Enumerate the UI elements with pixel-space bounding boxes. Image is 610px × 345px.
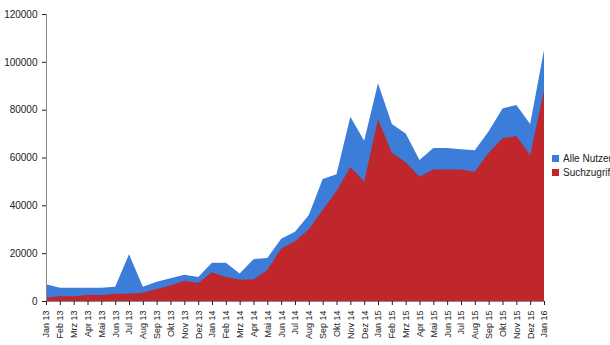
svg-text:0: 0	[32, 296, 38, 307]
svg-text:Jan 13: Jan 13	[41, 311, 51, 338]
svg-text:Okt 15: Okt 15	[498, 311, 508, 338]
svg-text:Jun 15: Jun 15	[443, 311, 453, 338]
svg-text:Mrz 15: Mrz 15	[401, 311, 411, 339]
svg-text:100000: 100000	[4, 57, 38, 68]
svg-text:Dez 15: Dez 15	[526, 311, 536, 340]
svg-text:Sep 14: Sep 14	[318, 311, 328, 340]
svg-text:120000: 120000	[4, 9, 38, 20]
svg-text:Jul 15: Jul 15	[456, 311, 466, 335]
svg-text:Nov 15: Nov 15	[512, 311, 522, 340]
svg-text:Feb 15: Feb 15	[387, 311, 397, 339]
svg-text:Mrz 14: Mrz 14	[235, 311, 245, 339]
svg-text:Dez 13: Dez 13	[194, 311, 204, 340]
svg-text:Sep 13: Sep 13	[152, 311, 162, 340]
svg-text:Jun 14: Jun 14	[277, 311, 287, 338]
svg-text:Apr 15: Apr 15	[415, 311, 425, 338]
svg-text:Aug 15: Aug 15	[470, 311, 480, 340]
svg-text:40000: 40000	[10, 200, 38, 211]
svg-text:Dez 14: Dez 14	[360, 311, 370, 340]
svg-text:Mai 14: Mai 14	[263, 311, 273, 338]
svg-text:Mrz 13: Mrz 13	[69, 311, 79, 339]
svg-text:Nov 14: Nov 14	[346, 311, 356, 340]
svg-text:Okt 13: Okt 13	[166, 311, 176, 338]
svg-text:Aug 14: Aug 14	[304, 311, 314, 340]
svg-text:Jan 16: Jan 16	[539, 311, 549, 338]
svg-text:Mai 13: Mai 13	[97, 311, 107, 338]
svg-text:Apr 13: Apr 13	[83, 311, 93, 338]
svg-text:Jun 13: Jun 13	[111, 311, 121, 338]
svg-text:80000: 80000	[10, 104, 38, 115]
svg-text:Sep 15: Sep 15	[484, 311, 494, 340]
svg-text:Aug 13: Aug 13	[138, 311, 148, 340]
svg-text:Feb 13: Feb 13	[55, 311, 65, 339]
svg-text:Mai 15: Mai 15	[429, 311, 439, 338]
svg-text:Jul 13: Jul 13	[124, 311, 134, 335]
svg-text:Apr 14: Apr 14	[249, 311, 259, 338]
svg-text:Jan 14: Jan 14	[207, 311, 217, 338]
svg-text:20000: 20000	[10, 248, 38, 259]
svg-text:Nov 13: Nov 13	[180, 311, 190, 340]
svg-text:Jan 15: Jan 15	[373, 311, 383, 338]
svg-text:Jul 14: Jul 14	[290, 311, 300, 335]
svg-text:Feb 14: Feb 14	[221, 311, 231, 339]
svg-text:60000: 60000	[10, 152, 38, 163]
svg-text:Okt 14: Okt 14	[332, 311, 342, 338]
